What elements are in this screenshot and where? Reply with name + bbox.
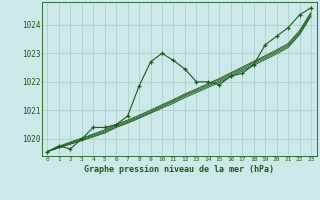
X-axis label: Graphe pression niveau de la mer (hPa): Graphe pression niveau de la mer (hPa) <box>84 165 274 174</box>
